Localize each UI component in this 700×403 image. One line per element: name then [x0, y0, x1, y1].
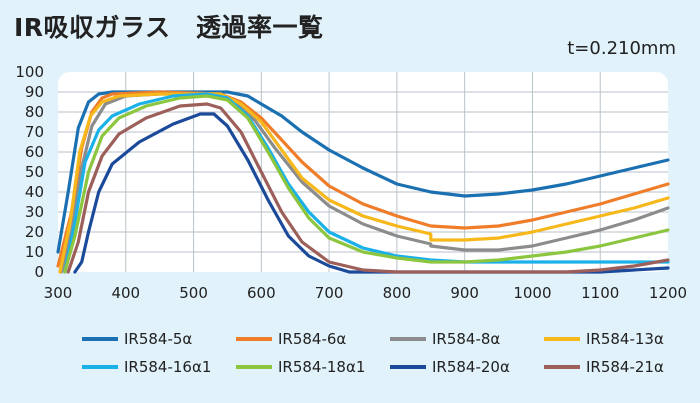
series-line-7 — [73, 112, 670, 274]
x-tick-label: 400 — [111, 284, 140, 302]
x-tick-label: 600 — [247, 284, 276, 302]
y-tick-label: 90 — [25, 83, 44, 101]
y-axis-ticks: 0 10 20 30 40 50 60 70 80 90 100 — [15, 63, 44, 281]
x-tick-label: 300 — [44, 284, 73, 302]
legend-item: IR584-8α — [390, 330, 500, 348]
x-axis-ticks: 300 400 500 600 700 800 900 1000 1100 1200 — [44, 284, 687, 302]
y-tick-label: 60 — [25, 143, 44, 161]
series-line-1 — [56, 90, 670, 254]
series-line-5 — [63, 92, 670, 274]
series-line-6 — [63, 94, 670, 274]
y-tick-label: 70 — [25, 123, 44, 141]
legend-label: IR584-13α — [586, 330, 664, 348]
y-tick-label: 10 — [25, 243, 44, 261]
chart-subtitle: t=0.210mm — [567, 38, 676, 59]
series-line-2 — [56, 90, 670, 268]
series-line-4 — [58, 92, 670, 274]
series-line-3 — [59, 92, 670, 274]
legend: IR584-5α IR584-6α IR584-8α IR584-13α IR584-1… — [82, 330, 664, 376]
legend-item: IR584-18α1 — [236, 358, 365, 376]
x-tick-label: 1000 — [513, 284, 551, 302]
y-tick-label: 40 — [25, 183, 44, 201]
series-line-8 — [66, 102, 670, 274]
legend-item: IR584-16α1 — [82, 358, 211, 376]
legend-item: IR584-20α — [390, 358, 510, 376]
y-tick-label: 0 — [34, 263, 44, 281]
y-tick-label: 100 — [15, 63, 44, 81]
legend-label: IR584-21α — [586, 358, 664, 376]
y-tick-label: 50 — [25, 163, 44, 181]
chart-title: IR吸収ガラス 透過率一覧 — [14, 13, 324, 42]
x-tick-label: 1100 — [581, 284, 619, 302]
y-tick-label: 30 — [25, 203, 44, 221]
legend-label: IR584-8α — [432, 330, 500, 348]
x-tick-label: 700 — [315, 284, 344, 302]
series-lines — [56, 90, 670, 274]
x-tick-label: 1200 — [649, 284, 687, 302]
x-tick-label: 900 — [450, 284, 479, 302]
y-tick-label: 20 — [25, 223, 44, 241]
y-tick-label: 80 — [25, 103, 44, 121]
legend-label: IR584-5α — [124, 330, 192, 348]
legend-label: IR584-6α — [278, 330, 346, 348]
legend-label: IR584-18α1 — [278, 358, 365, 376]
legend-item: IR584-21α — [544, 358, 664, 376]
legend-label: IR584-16α1 — [124, 358, 211, 376]
legend-item: IR584-5α — [82, 330, 192, 348]
legend-item: IR584-6α — [236, 330, 346, 348]
x-tick-label: 500 — [179, 284, 208, 302]
x-tick-label: 800 — [383, 284, 412, 302]
legend-label: IR584-20α — [432, 358, 510, 376]
legend-item: IR584-13α — [544, 330, 664, 348]
